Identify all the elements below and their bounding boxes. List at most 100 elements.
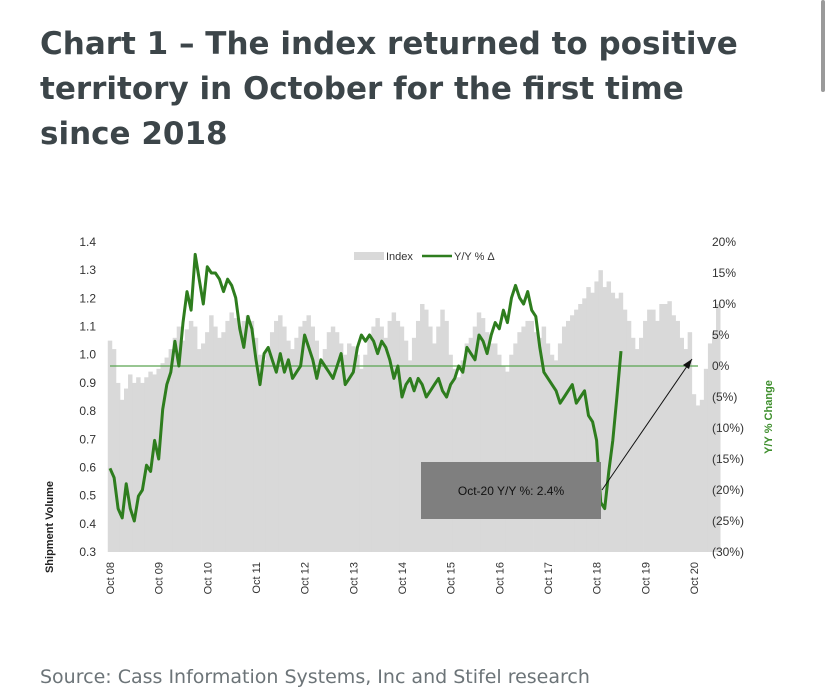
left-tick-label: 0.5 [79, 489, 96, 503]
index-bar [480, 318, 486, 552]
x-tick-label: Oct 16 [494, 562, 506, 594]
index-bar [334, 332, 340, 552]
right-tick-label: (5%) [712, 390, 737, 404]
left-tick-label: 0.7 [79, 432, 96, 446]
index-bar [711, 332, 717, 552]
index-bar [322, 349, 328, 552]
index-bars [107, 270, 721, 552]
index-bar [278, 315, 283, 552]
index-bar [383, 337, 388, 552]
index-bar [545, 343, 551, 552]
x-tick-label: Oct 18 [592, 562, 604, 594]
index-bar [221, 332, 226, 552]
index-bar [541, 326, 547, 552]
annotation-box [421, 462, 601, 519]
left-tick-label: 0.6 [79, 460, 96, 474]
index-bar [152, 374, 157, 552]
index-bar [570, 315, 575, 552]
index-bar [164, 357, 169, 552]
index-bar [525, 320, 530, 552]
index-bar [578, 304, 583, 552]
index-bar [566, 320, 571, 552]
x-tick-label: Oct 08 [105, 562, 117, 594]
right-tick-label: 20% [712, 235, 736, 249]
index-bar [229, 312, 234, 552]
index-bar [533, 332, 539, 552]
legend-yoy-label: Y/Y % Δ [454, 251, 495, 263]
index-bar [347, 343, 352, 552]
index-bar [517, 332, 522, 552]
x-tick-label: Oct 12 [300, 562, 312, 594]
right-tick-label: (25%) [712, 514, 744, 528]
index-bar [355, 354, 360, 552]
index-bar [415, 320, 421, 552]
index-bar [282, 326, 287, 552]
right-tick-label: (20%) [712, 483, 744, 497]
index-bar [411, 337, 417, 552]
x-tick-label: Oct 19 [640, 562, 652, 594]
left-tick-label: 1.2 [79, 291, 96, 305]
source-note: Source: Cass Information Systems, Inc an… [40, 666, 590, 688]
index-bar [436, 326, 441, 552]
index-bar [667, 301, 672, 552]
index-bar [237, 326, 242, 552]
index-bar [168, 349, 174, 552]
left-tick-label: 0.8 [79, 404, 96, 418]
index-bar [707, 343, 713, 552]
index-bar [679, 337, 685, 552]
index-bar [484, 332, 490, 552]
index-bar [651, 309, 656, 552]
index-bar [286, 340, 291, 552]
index-bar [420, 304, 425, 552]
index-bar [643, 320, 648, 552]
left-tick-label: 1.4 [79, 235, 96, 249]
index-bar [318, 360, 324, 552]
index-bar [128, 374, 133, 552]
index-bar [338, 343, 344, 552]
index-bar [407, 360, 413, 552]
legend-index-swatch [354, 252, 384, 260]
right-tick-label: 5% [712, 328, 730, 342]
index-bar [261, 360, 267, 552]
index-bar [375, 318, 380, 552]
index-bar [351, 346, 356, 552]
index-bar [703, 368, 709, 552]
index-bar [196, 349, 202, 552]
index-bar [294, 337, 299, 552]
index-bar [476, 312, 482, 552]
index-bar [634, 349, 640, 552]
index-bar [659, 304, 664, 552]
index-bar [184, 329, 190, 552]
index-bar [160, 363, 165, 552]
chart: 1.4 1.3 1.2 1.1 1.0 0.9 0.8 0.7 0.6 0.5 0.4 0.3 20%… [44, 235, 775, 594]
index-bar [253, 337, 259, 552]
x-tick-label: Oct 14 [397, 562, 409, 594]
x-tick-label: Oct 17 [543, 562, 555, 594]
index-bar [691, 394, 697, 552]
index-bar [594, 281, 599, 552]
index-bar [371, 326, 376, 552]
index-bar [290, 349, 295, 552]
index-bar [687, 332, 693, 552]
index-bar [209, 315, 214, 552]
index-bar [119, 399, 125, 552]
index-bar [521, 326, 526, 552]
index-bar [452, 368, 457, 552]
right-tick-label: (30%) [712, 545, 744, 559]
scrollbar[interactable] [821, 0, 825, 92]
index-bar [241, 320, 247, 552]
index-bar [217, 337, 222, 552]
index-bar [257, 354, 263, 552]
left-tick-label: 1.3 [79, 263, 96, 277]
x-tick-label: Oct 20 [689, 562, 701, 594]
index-bar [549, 354, 555, 552]
annotation-text: Oct-20 Y/Y %: 2.4% [458, 484, 565, 498]
index-bar [391, 312, 397, 552]
index-bar [582, 298, 587, 552]
index-bar [513, 343, 518, 552]
index-bar [192, 326, 198, 552]
right-tick-label: 10% [712, 297, 736, 311]
index-bar [136, 377, 141, 552]
x-axis-ticks: Oct 08 Oct 09 Oct 10 Oct 11 Oct 12 Oct 13 Oct … [105, 562, 701, 594]
x-tick-label: Oct 10 [202, 562, 214, 594]
